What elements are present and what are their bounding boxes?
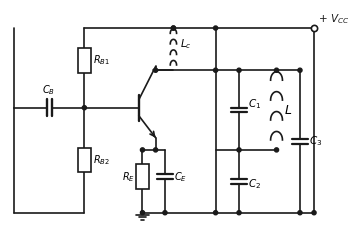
Text: $+\ V_{CC}$: $+\ V_{CC}$ <box>318 12 349 26</box>
Circle shape <box>214 26 218 30</box>
Circle shape <box>82 106 86 110</box>
Circle shape <box>172 26 175 30</box>
Circle shape <box>274 68 279 72</box>
Circle shape <box>214 211 218 215</box>
Circle shape <box>298 211 302 215</box>
Circle shape <box>140 148 145 152</box>
Text: $C_3$: $C_3$ <box>309 135 323 148</box>
Bar <box>136 164 148 189</box>
Text: $C_1$: $C_1$ <box>248 98 262 111</box>
Bar <box>78 148 91 172</box>
Circle shape <box>237 211 241 215</box>
Bar <box>78 48 91 73</box>
Text: $R_{B2}$: $R_{B2}$ <box>93 153 110 167</box>
Text: $R_E$: $R_E$ <box>122 170 135 183</box>
Circle shape <box>312 211 316 215</box>
Circle shape <box>172 26 175 30</box>
Text: $C_B$: $C_B$ <box>42 84 55 97</box>
Text: $L_c$: $L_c$ <box>180 37 192 51</box>
Text: $C_E$: $C_E$ <box>174 170 187 183</box>
Circle shape <box>154 68 158 72</box>
Circle shape <box>214 68 218 72</box>
Circle shape <box>237 68 241 72</box>
Text: $R_{B1}$: $R_{B1}$ <box>93 54 110 67</box>
Circle shape <box>154 148 158 152</box>
Circle shape <box>237 148 241 152</box>
Circle shape <box>298 68 302 72</box>
Text: $L$: $L$ <box>284 104 292 117</box>
Circle shape <box>140 211 145 215</box>
Circle shape <box>163 211 167 215</box>
Text: $C_2$: $C_2$ <box>248 177 261 191</box>
Circle shape <box>274 148 279 152</box>
